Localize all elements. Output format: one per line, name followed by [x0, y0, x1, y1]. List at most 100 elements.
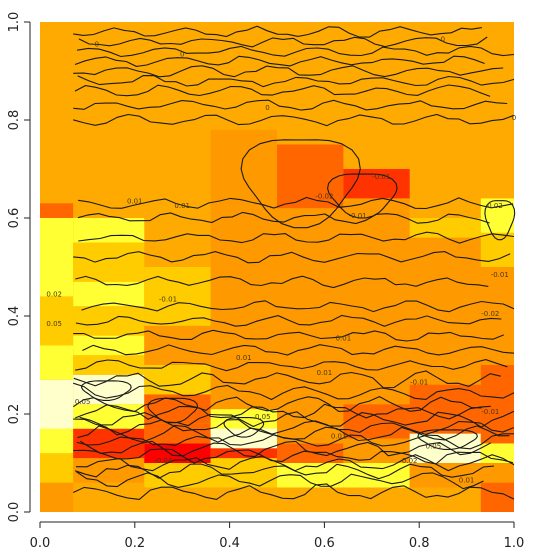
contour-labels: 0.05 0.02 0.05 0.01 -0.01 0.01 0.01 0.01 0.01 0.0… [46, 36, 516, 485]
contour-label: 0 [265, 104, 269, 112]
heatmap-cell [73, 335, 145, 356]
heatmap-cell [40, 482, 74, 512]
contour-label: -0.01 [491, 271, 509, 279]
contour-line [74, 55, 485, 67]
heatmap-cell [480, 232, 514, 267]
contour-label: 0.05 [46, 320, 62, 328]
x-tick-label: 0.2 [124, 536, 145, 551]
contour-line [73, 113, 515, 127]
x-tick-label: 0.8 [409, 536, 430, 551]
heatmap-cell [40, 399, 74, 429]
heatmap-cell [409, 414, 481, 434]
heatmap-cell [409, 267, 481, 346]
heatmap-cell [343, 296, 410, 365]
heatmap-cell [144, 365, 211, 395]
heatmap-cell [277, 404, 344, 444]
heatmap-cell [144, 423, 211, 444]
heatmap-cell [480, 198, 514, 233]
y-tick-label: 0.4 [7, 306, 22, 327]
heatmap-cell [480, 267, 514, 365]
y-tick-label: 1.0 [7, 12, 22, 33]
contour-line [72, 395, 482, 413]
contour-label: 0.05 [426, 442, 442, 450]
contour-label: 0 [512, 114, 516, 122]
contour-line [73, 329, 505, 342]
heatmap-cell [144, 267, 211, 326]
x-tick-label: 0.4 [219, 536, 240, 551]
contour-line [72, 483, 515, 500]
heatmap-cell [73, 281, 145, 307]
contour-line [75, 275, 489, 289]
contour-label: -0.01 [372, 173, 390, 181]
contour-label: -0.02 [315, 192, 333, 200]
heatmap-cell [210, 129, 277, 179]
heatmap-cell [343, 237, 410, 297]
contour-line [73, 382, 515, 401]
heatmap-cell [40, 203, 74, 218]
heatmap-cell [40, 345, 74, 380]
y-tick-label: 0.6 [7, 208, 22, 229]
contour-line [77, 45, 515, 58]
contour-line [74, 84, 491, 97]
contour-line [75, 314, 502, 327]
contour-line [73, 370, 501, 389]
contour-label: 0.01 [174, 202, 190, 210]
heatmap-cell [480, 482, 514, 512]
contour-line [73, 448, 514, 465]
heatmap-cell [409, 218, 481, 238]
heatmap-cells [40, 22, 514, 512]
contour-line [78, 36, 488, 48]
contour-line [77, 75, 515, 88]
heatmap-cell [40, 453, 74, 483]
heatmap-cell [343, 463, 410, 488]
heatmap-cell [73, 458, 145, 483]
contour-loop [240, 139, 361, 229]
heatmap-cell [73, 355, 145, 375]
x-tick-label: 0.0 [30, 536, 51, 551]
x-tick-label: 1.0 [504, 536, 525, 551]
contour-loop [147, 397, 199, 424]
contour-line [81, 300, 515, 313]
contour-label: 0.01 [236, 354, 252, 362]
contour-label: -0.04 [154, 457, 173, 465]
contour-line [82, 344, 515, 356]
contour-label: -0.01 [159, 295, 177, 303]
contour-label: -0.01 [410, 379, 428, 387]
contour-label: 0.01 [331, 433, 347, 441]
heatmap-cell [480, 365, 514, 414]
heatmap-cell [73, 428, 145, 459]
contour-label: 0.02 [487, 202, 503, 210]
contour-line [78, 196, 514, 210]
x-tick-label: 0.6 [314, 536, 335, 551]
contour-line [73, 99, 508, 111]
heatmap-cell [480, 463, 514, 483]
contour-line [77, 211, 490, 225]
heatmap-cell [73, 242, 145, 282]
contour-line [73, 25, 482, 38]
contour-lines [72, 25, 516, 500]
contour-loop [484, 200, 516, 241]
heatmap-cell [40, 296, 74, 346]
contour-line [73, 65, 504, 78]
heatmap-cell [144, 325, 211, 365]
contour-label: 0.05 [255, 413, 271, 421]
contour-label: 0.05 [75, 398, 91, 406]
contour-label: 0.01 [127, 197, 143, 205]
contour-line [73, 251, 511, 264]
contour-line [78, 231, 515, 244]
contour-line [76, 471, 484, 490]
contour-line [79, 410, 515, 428]
contour-label: 0.01 [459, 477, 475, 485]
contour-label: 0.01 [336, 335, 352, 343]
y-tick-label: 0.0 [7, 502, 22, 523]
contour-loop [223, 417, 265, 438]
contour-loop [327, 173, 398, 219]
contour-label: 0 [95, 41, 99, 49]
contour-line [77, 424, 510, 443]
contour-loop [80, 380, 132, 401]
axes: 0.0 0.2 0.4 0.6 0.8 1.0 0.0 0.2 0.4 0.6 0.8 1.0 [7, 12, 524, 551]
contour-loop [417, 429, 479, 450]
heatmap-cell [343, 404, 410, 439]
heatmap-cell [277, 443, 344, 463]
